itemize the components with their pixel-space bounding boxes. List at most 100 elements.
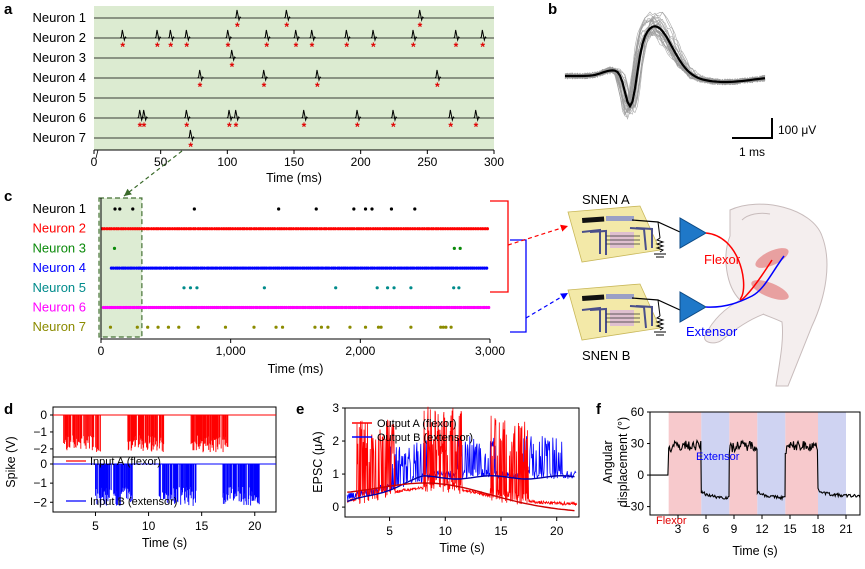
y-tick-label: 30: [631, 437, 645, 451]
y-axis-label-line2: displacement (°): [616, 417, 630, 507]
spike-dot: [112, 246, 117, 250]
x-tick-label: 2,000: [345, 344, 375, 358]
spike-dot: [427, 227, 431, 231]
spike-dot: [140, 227, 144, 231]
spike-dot: [460, 227, 464, 231]
spike-dot: [409, 325, 413, 329]
spike-dot: [327, 266, 331, 270]
neuron-label: Neuron 3: [33, 50, 86, 65]
spike-dot: [451, 266, 456, 270]
neuron-label: Neuron 7: [33, 130, 86, 145]
spike-dot: [250, 266, 254, 270]
spike-waveform: [167, 29, 175, 42]
spike-dot: [223, 325, 228, 329]
spike-dot: [373, 227, 378, 231]
spike-dot: [277, 207, 281, 211]
spike-dot: [255, 305, 259, 310]
flexor-label: Flexor: [704, 252, 741, 267]
spike-dot: [385, 227, 389, 231]
spike-dot: [188, 266, 192, 270]
spike-dot: [291, 227, 296, 231]
spike-dot: [196, 266, 200, 270]
spike-dot: [380, 227, 385, 231]
spike-dot: [345, 227, 350, 231]
x-tick-label: 20: [248, 519, 262, 533]
waveform-trace: [564, 17, 766, 102]
spike-dot: [395, 305, 399, 310]
spike-dot: [333, 227, 338, 231]
spike-dot: [252, 325, 256, 329]
x-tick-label: 10: [142, 519, 156, 533]
spike-dot: [231, 227, 235, 231]
spike-dot: [296, 266, 300, 270]
spike-dot: [236, 227, 240, 231]
waveform-trace: [564, 14, 766, 103]
spike-dot: [422, 227, 426, 231]
spike-dot: [467, 227, 471, 231]
spike-dot: [464, 227, 469, 231]
spike-dot: [448, 227, 452, 231]
spike-dot: [310, 227, 314, 231]
spike-dot: [142, 227, 146, 231]
x-tick-label: 5: [92, 519, 99, 533]
spike-dot: [444, 325, 448, 329]
spike-dot: [171, 266, 175, 270]
spike-dot: [233, 227, 237, 231]
neuron-label: Neuron 7: [33, 319, 86, 334]
y-tick-label: 1: [332, 467, 339, 481]
neuron-label: Neuron 2: [33, 30, 86, 45]
spike-dot: [202, 266, 207, 270]
panel-label-d: d: [4, 401, 13, 418]
spike-dot: [299, 227, 303, 231]
spike-dot: [144, 266, 149, 270]
spike-dot: [385, 305, 390, 310]
spike-dot: [354, 305, 358, 310]
plot-frame: [649, 411, 861, 516]
spike-dot: [236, 266, 240, 270]
spike-dot: [217, 227, 221, 231]
spike-waveform: [183, 109, 191, 122]
spike-waveform: [417, 9, 425, 22]
spike-dot: [152, 227, 156, 231]
spike-dot: [411, 227, 415, 231]
spike-dot: [261, 227, 265, 231]
output-a-trace: [346, 406, 577, 507]
spike-waveform: [225, 29, 233, 42]
spike-dot: [273, 227, 277, 231]
spike-dot: [427, 266, 431, 270]
spike-dot: [131, 207, 135, 211]
spike-dot: [389, 266, 393, 270]
spike-waveform: [226, 109, 234, 122]
phase-band: [701, 412, 730, 515]
legend-label-a: Input A (flexor): [90, 456, 161, 468]
x-tick-label: 200: [351, 155, 371, 169]
x-tick-label: 12: [755, 522, 769, 536]
panel-e-epsc: 0 1 2 3 5 10 15 20 Output A (flexor) Output B (ex…: [311, 401, 580, 555]
legend-label-b: Output B (extensor): [377, 432, 473, 444]
spike-dot: [346, 266, 350, 270]
spike-dot: [418, 266, 422, 270]
spike-dot: [394, 227, 398, 231]
spike-dot: [238, 227, 242, 231]
spike-dot: [381, 266, 385, 270]
neuron-label: Neuron 1: [33, 201, 86, 216]
spike-dot: [441, 227, 445, 231]
spike-dot: [266, 227, 270, 231]
spike-dot: [368, 227, 373, 231]
waveform-trace: [564, 17, 766, 110]
spike-dot: [254, 227, 258, 231]
spike-dot: [156, 227, 160, 231]
waveform-trace: [564, 11, 766, 101]
spike-dot: [222, 227, 226, 231]
waveform-trace: [564, 30, 766, 112]
spike-dot: [443, 227, 447, 231]
y-tick-label: −2: [33, 442, 47, 456]
rat-leg-icon: [704, 203, 828, 387]
spike-waveform: [293, 29, 301, 42]
spike-marker: *: [120, 40, 125, 54]
spike-dot: [483, 227, 487, 231]
spike-dot: [420, 266, 425, 270]
spike-marker: *: [138, 120, 143, 134]
output-b-mean: [346, 474, 575, 503]
spike-dot: [308, 227, 312, 231]
